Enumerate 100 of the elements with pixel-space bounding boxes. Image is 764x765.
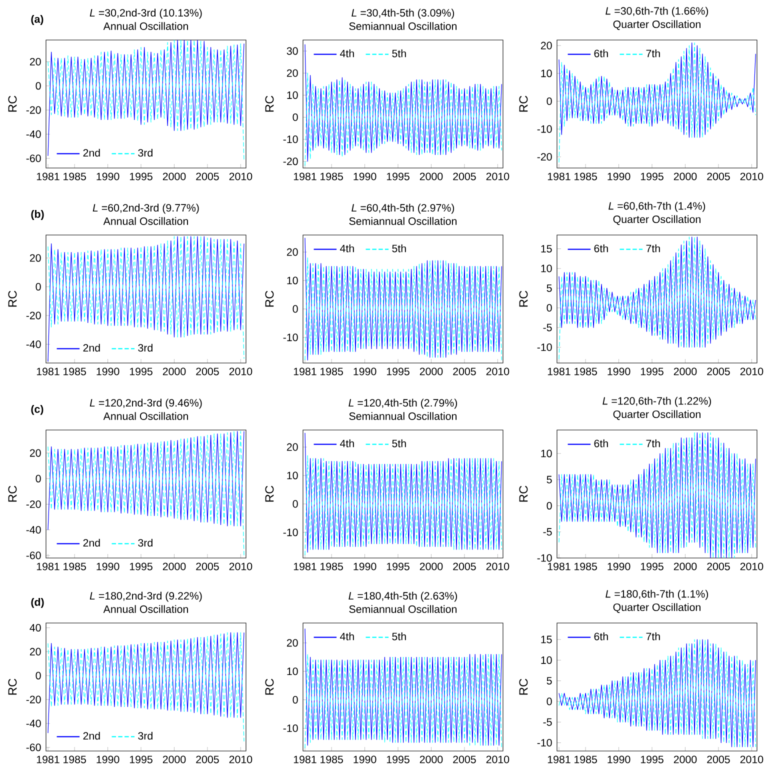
- x-tick-label: 2000: [162, 756, 186, 764]
- y-tick-label: 15: [541, 636, 552, 644]
- x-tick-label: 2005: [196, 172, 219, 180]
- x-tick-label: 1990: [354, 368, 376, 376]
- y-tick-label: -40: [26, 130, 41, 138]
- y-tick-label: -5: [543, 718, 552, 726]
- x-tick-label: 1995: [130, 172, 152, 180]
- legend-label: 6th: [594, 439, 608, 448]
- y-axis-title: RC: [519, 678, 528, 695]
- x-tick-label: 2005: [196, 562, 219, 570]
- y-tick-label: 10: [287, 472, 298, 480]
- legend-label: 5th: [392, 244, 406, 252]
- chart-title: L =180,6th-7th (1.1%): [606, 590, 708, 600]
- y-axis-title: RC: [265, 486, 274, 502]
- y-tick-label: 20: [286, 248, 298, 256]
- y-tick-label: 0: [546, 502, 552, 510]
- x-tick-label: 1990: [608, 756, 630, 764]
- y-axis-title: RC: [519, 486, 528, 502]
- y-axis-title: RC: [265, 290, 274, 307]
- y-tick-label: 10: [541, 70, 552, 78]
- x-tick-label: 2000: [420, 368, 443, 376]
- legend-label: 2nd: [83, 344, 100, 352]
- x-tick-label: 2005: [453, 368, 476, 376]
- legend-label: 3rd: [138, 732, 152, 740]
- y-tick-label: 0: [292, 305, 298, 313]
- y-tick-label: 10: [541, 656, 552, 664]
- y-tick-label: 10: [541, 264, 552, 272]
- chart-subtitle: Annual Oscillation: [103, 412, 188, 420]
- x-tick-label: 1981: [548, 562, 570, 570]
- x-tick-label: 1990: [354, 562, 376, 570]
- chart-title: L =60,6th-7th (1.4%): [608, 202, 706, 212]
- y-tick-label: 20: [30, 648, 41, 656]
- y-tick-label: 15: [541, 245, 552, 253]
- x-tick-label: 2005: [196, 756, 219, 764]
- x-tick-label: 1981: [294, 172, 316, 180]
- y-tick-label: -5: [543, 528, 552, 536]
- legend-label: 2nd: [83, 732, 100, 740]
- chart-subtitle: Semiannual Oscillation: [349, 412, 457, 420]
- x-tick-label: 2000: [674, 368, 697, 376]
- legend-label: 2nd: [83, 148, 100, 157]
- legend-label: 5th: [392, 632, 406, 640]
- chart-subtitle: Annual Oscillation: [103, 22, 188, 30]
- x-tick-label: 1990: [96, 368, 120, 376]
- y-tick-label: -40: [26, 526, 41, 534]
- y-tick-label: -10: [283, 136, 298, 144]
- x-tick-label: 1981: [36, 756, 60, 764]
- x-tick-label: 2000: [674, 172, 697, 180]
- x-tick-label: 2010: [229, 172, 252, 180]
- x-tick-label: 1985: [320, 562, 343, 570]
- chart-subtitle: Quarter Oscillation: [613, 20, 700, 30]
- y-tick-label: -60: [26, 744, 41, 752]
- y-tick-label: 0: [546, 698, 552, 706]
- x-tick-label: 2005: [707, 172, 730, 180]
- x-tick-label: 1990: [608, 172, 630, 180]
- line-series: [304, 238, 502, 360]
- line-series: [558, 42, 756, 138]
- y-tick-label: 10: [287, 276, 298, 284]
- x-tick-label: 1995: [130, 562, 152, 570]
- x-tick-label: 1981: [294, 562, 316, 570]
- chart-title: L =180,4th-5th (2.63%): [348, 592, 458, 602]
- y-tick-label: -20: [26, 500, 41, 508]
- x-tick-label: 1985: [64, 172, 86, 180]
- y-tick-label: -10: [537, 125, 552, 133]
- x-tick-label: 1985: [64, 368, 86, 376]
- y-tick-label: -10: [283, 334, 298, 342]
- x-tick-label: 1995: [386, 172, 410, 180]
- x-tick-label: 1981: [294, 756, 316, 764]
- y-tick-label: 20: [286, 639, 298, 647]
- chart-subtitle: Annual Oscillation: [103, 217, 188, 225]
- y-tick-label: -20: [537, 153, 552, 161]
- x-tick-label: 2010: [740, 172, 764, 180]
- y-tick-label: -40: [26, 720, 41, 728]
- x-tick-label: 1990: [354, 756, 376, 764]
- x-tick-label: 1985: [574, 562, 597, 570]
- x-tick-label: 1995: [386, 368, 410, 376]
- line-series: [304, 432, 502, 553]
- y-tick-label: -10: [283, 724, 298, 732]
- y-tick-label: -10: [537, 554, 552, 562]
- text: (c): [31, 404, 44, 415]
- x-tick-label: 1990: [354, 172, 376, 180]
- legend-label: 7th: [646, 632, 660, 640]
- x-tick-label: 1995: [130, 368, 152, 376]
- x-tick-label: 1995: [640, 368, 664, 376]
- y-tick-label: -5: [543, 324, 552, 332]
- x-tick-label: 1990: [608, 368, 630, 376]
- x-tick-label: 1985: [64, 562, 86, 570]
- x-tick-label: 1981: [294, 368, 316, 376]
- x-tick-label: 2005: [453, 562, 476, 570]
- y-tick-label: 0: [292, 500, 298, 508]
- x-tick-label: 1990: [96, 756, 120, 764]
- legend-label: 3rd: [138, 344, 152, 352]
- y-axis-title: RC: [519, 96, 528, 112]
- y-axis-title: RC: [8, 486, 17, 502]
- chart-title: L =30,6th-7th (1.66%): [606, 6, 708, 17]
- y-tick-label: 0: [36, 672, 41, 680]
- x-tick-label: 1981: [36, 368, 60, 376]
- x-tick-label: 1985: [320, 756, 343, 764]
- x-tick-label: 1985: [320, 172, 343, 180]
- chart-subtitle: Semiannual Oscillation: [349, 217, 457, 225]
- text: (a): [31, 14, 44, 25]
